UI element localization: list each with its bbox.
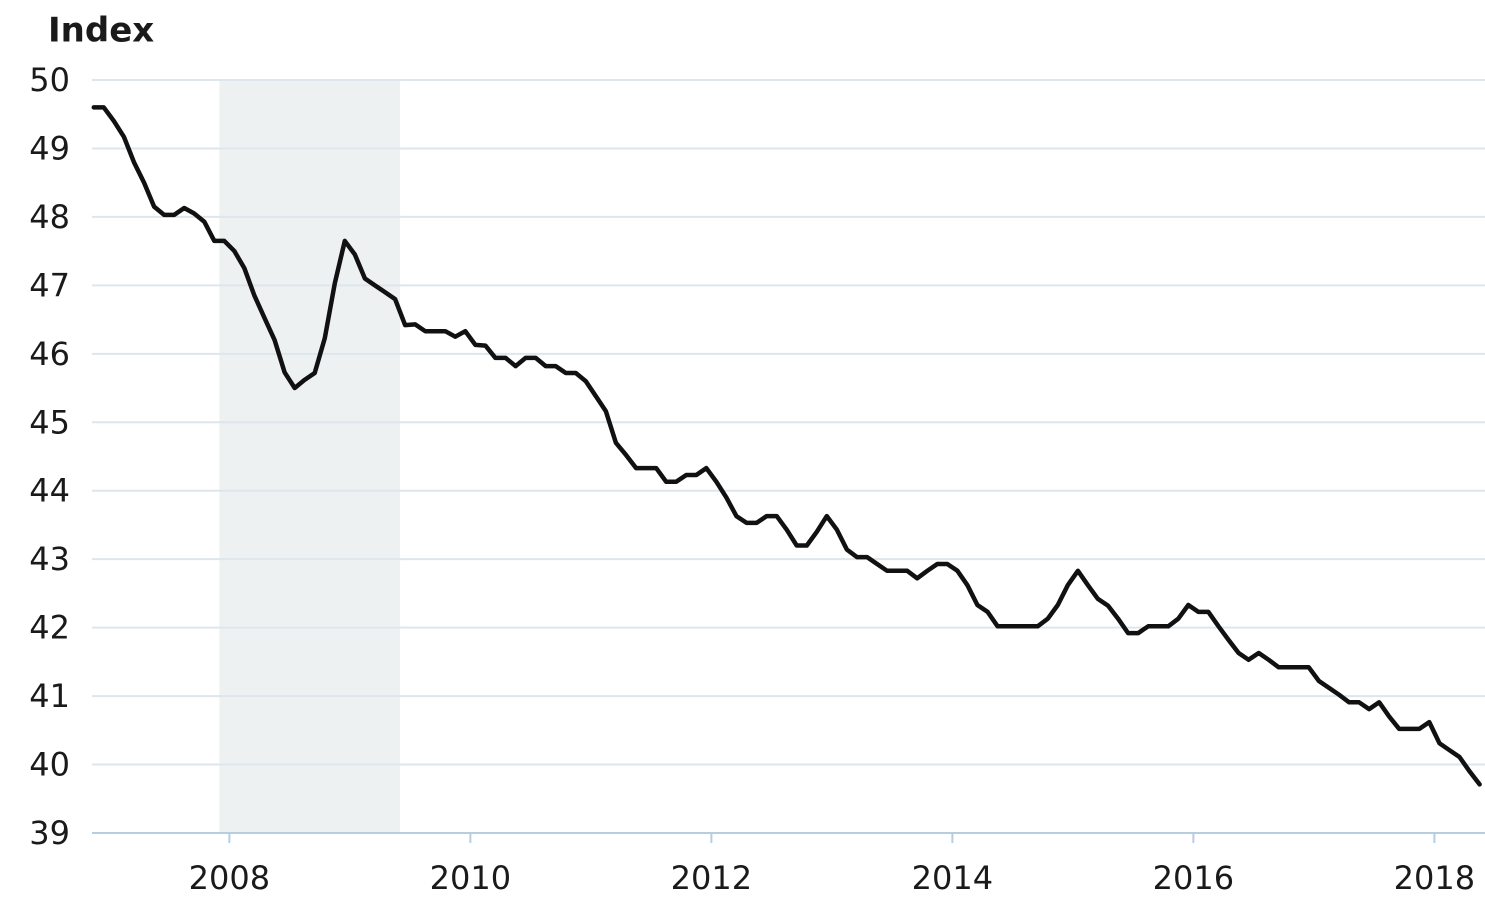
- y-tick-label: 39: [29, 814, 70, 852]
- x-tick-label: 2014: [912, 859, 993, 897]
- shaded-region: [219, 80, 401, 833]
- y-tick-label: 49: [29, 129, 70, 167]
- y-tick-label: 41: [29, 677, 70, 715]
- x-tick-label: 2016: [1153, 859, 1234, 897]
- chart-title: Index: [48, 11, 154, 51]
- x-tick-label: 2012: [671, 859, 752, 897]
- y-tick-label: 47: [29, 266, 70, 304]
- y-tick-label: 43: [29, 540, 70, 578]
- y-tick-label: 46: [29, 335, 70, 373]
- y-tick-label: 48: [29, 198, 70, 236]
- y-tick-label: 40: [29, 746, 70, 784]
- data-line: [91, 105, 1482, 787]
- y-tick-label: 44: [29, 472, 70, 510]
- x-tick-label: 2018: [1394, 859, 1475, 897]
- y-tick-label: 50: [29, 61, 70, 99]
- x-tick-label: 2010: [430, 859, 511, 897]
- y-tick-label: 42: [29, 609, 70, 647]
- x-tick-label: 2008: [189, 859, 270, 897]
- y-tick-label: 45: [29, 403, 70, 441]
